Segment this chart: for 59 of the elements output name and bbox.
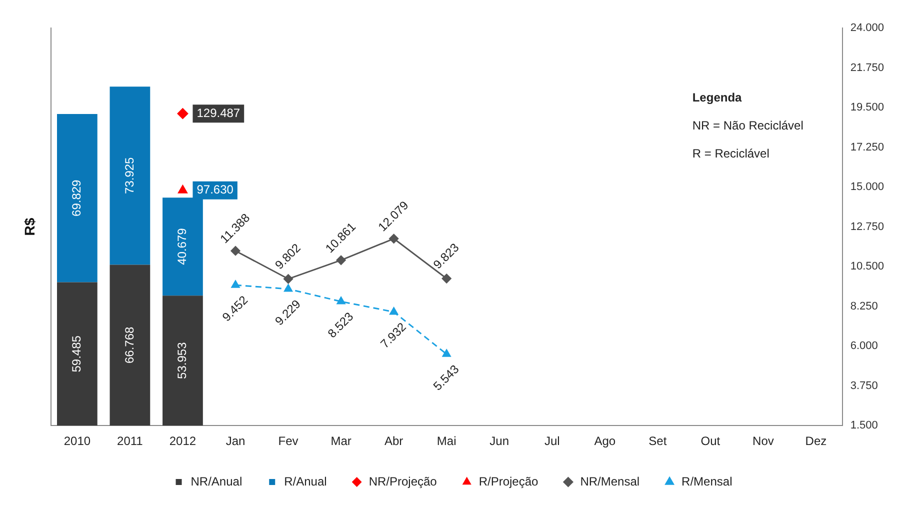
y2-tick-label: 10.500 — [850, 260, 884, 273]
y2-tick-label: 12.750 — [850, 220, 884, 233]
x-tick-label: Jun — [490, 434, 510, 448]
x-tick-label: Dez — [805, 434, 827, 448]
data-label: 40.679 — [175, 228, 190, 265]
point — [231, 280, 240, 288]
y2-tick-label: 24.000 — [850, 22, 884, 34]
legend-label: NR/Projeção — [368, 474, 438, 488]
legend-label: R/Anual — [284, 474, 327, 488]
data-label: 53.953 — [175, 342, 190, 379]
x-tick-label: Set — [648, 434, 668, 448]
x-tick-label: 2012 — [169, 434, 196, 448]
x-tick-label: Abr — [384, 434, 404, 448]
data-label: 73.925 — [122, 156, 136, 194]
x-tick-label: Jan — [226, 434, 246, 448]
bar — [162, 296, 203, 426]
y2-tick-label: 21.750 — [850, 62, 884, 74]
x-tick-label: Jul — [544, 434, 560, 448]
y2-tick-label: 3.750 — [850, 380, 878, 392]
y2-tick-label: 15.000 — [850, 181, 884, 194]
point — [389, 234, 399, 244]
x-tick-label: Mai — [436, 434, 456, 448]
point — [284, 284, 292, 292]
annotation: NR = Não Reciclável — [692, 118, 804, 132]
legend-label: R/Mensal — [682, 474, 732, 488]
bar — [57, 282, 98, 426]
point — [442, 274, 452, 284]
point — [230, 246, 240, 256]
x-tick-label: 2010 — [64, 434, 91, 448]
y2-tick-label: 1.500 — [850, 420, 878, 432]
data-label: 66.768 — [122, 326, 136, 364]
x-tick-label: Fev — [278, 434, 298, 448]
data-label: 129.487 — [196, 106, 240, 120]
bar — [57, 114, 98, 282]
data-label: 97.630 — [196, 182, 234, 197]
x-tick-label: Ago — [594, 434, 616, 448]
legend-label: NR/Anual — [190, 474, 242, 488]
point — [336, 296, 346, 304]
data-label: 59.485 — [70, 335, 84, 372]
data-label: 69.829 — [70, 179, 84, 216]
y2-tick-label: 19.500 — [850, 102, 884, 114]
point — [442, 349, 451, 357]
bar — [110, 86, 150, 265]
legend-label: NR/Mensal — [580, 474, 640, 488]
legend-label: R/Projeção — [478, 474, 539, 488]
annotation: R = Reciclável — [692, 146, 770, 160]
point — [390, 307, 398, 315]
annotation: Legenda — [692, 90, 742, 104]
x-tick-label: Out — [700, 434, 721, 448]
point — [336, 255, 346, 265]
x-tick-label: Nov — [752, 434, 774, 448]
y-axis-title: R$ — [21, 218, 38, 236]
x-tick-label: Mar — [330, 434, 352, 448]
y2-tick-label: 8.250 — [850, 300, 878, 312]
bar — [110, 264, 150, 426]
point — [284, 274, 294, 284]
x-tick-label: 2011 — [117, 434, 144, 448]
y2-tick-label: 6.000 — [850, 340, 878, 352]
y2-tick-label: 17.250 — [850, 141, 884, 154]
